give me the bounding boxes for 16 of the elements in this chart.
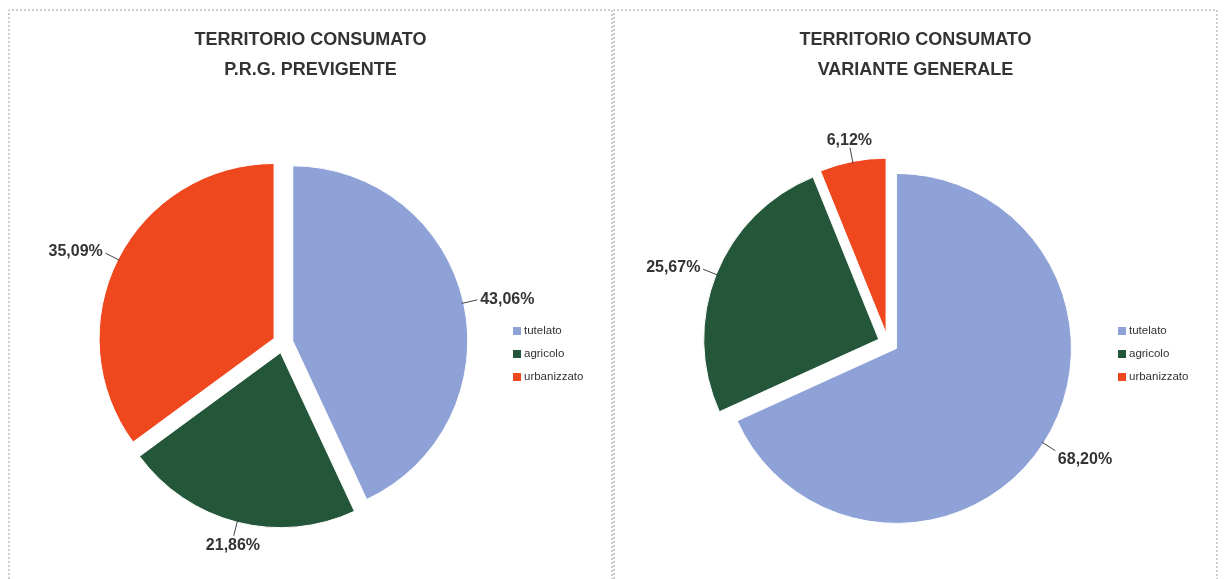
data-label: 35,09% [48,242,103,260]
legend-label: tutelato [1129,324,1167,337]
chart-title: TERRITORIO CONSUMATO [194,29,427,49]
data-label: 21,86% [205,535,261,553]
data-label: 43,06% [480,289,535,307]
legend-label: tutelato [524,324,562,337]
data-label: 6,12% [826,130,873,148]
data-label: 68,20% [1057,449,1113,467]
legend-label: agricolo [1129,347,1170,360]
data-label: 25,67% [646,258,701,276]
legend-label: urbanizzato [524,370,584,383]
legend-label: urbanizzato [1129,370,1189,383]
chart-subtitle: VARIANTE GENERALE [817,59,1014,79]
chart-title: TERRITORIO CONSUMATO [799,29,1032,49]
legend-label: agricolo [524,347,565,360]
chart-subtitle: P.R.G. PREVIGENTE [224,59,397,79]
